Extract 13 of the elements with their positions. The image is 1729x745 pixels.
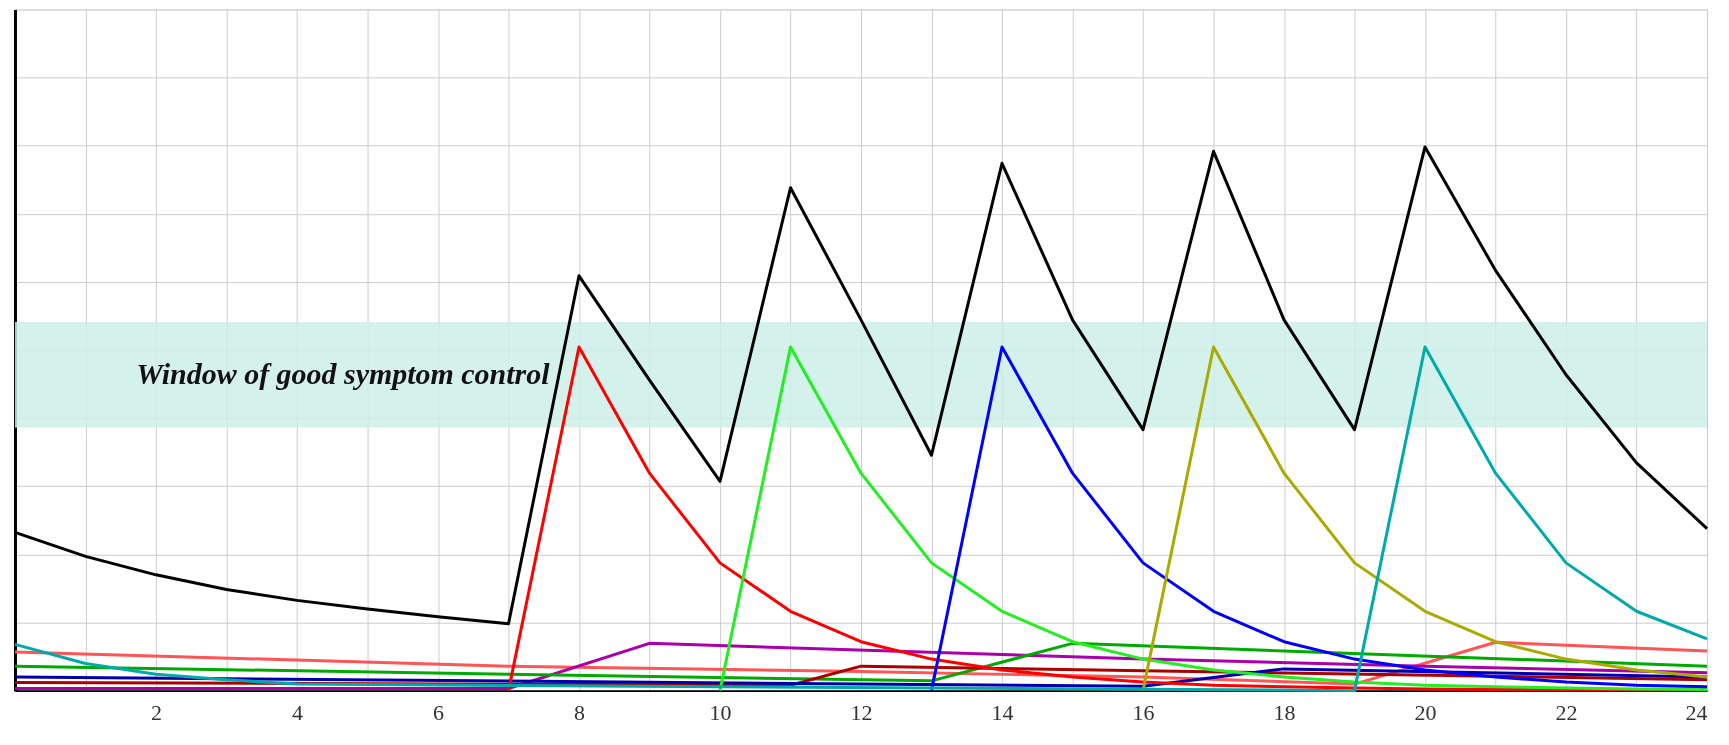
x-tick-label: 2 (150, 700, 162, 726)
x-tick-label: 8 (574, 700, 585, 726)
x-tick-label: 16 (1132, 700, 1155, 726)
x-tick-label: 20 (1414, 700, 1437, 726)
x-tick-label: 4 (292, 700, 303, 726)
x-tick-label: 10 (709, 700, 732, 726)
x-tick-label: 6 (433, 700, 444, 726)
band-label: Window of good symptom control (136, 356, 551, 390)
x-tick-label: 24 (1685, 700, 1708, 726)
x-tick-label: 22 (1555, 700, 1578, 726)
x-tick-label: 12 (850, 700, 873, 726)
x-tick-label: 18 (1273, 700, 1296, 726)
x-tick-label: 14 (991, 700, 1014, 726)
